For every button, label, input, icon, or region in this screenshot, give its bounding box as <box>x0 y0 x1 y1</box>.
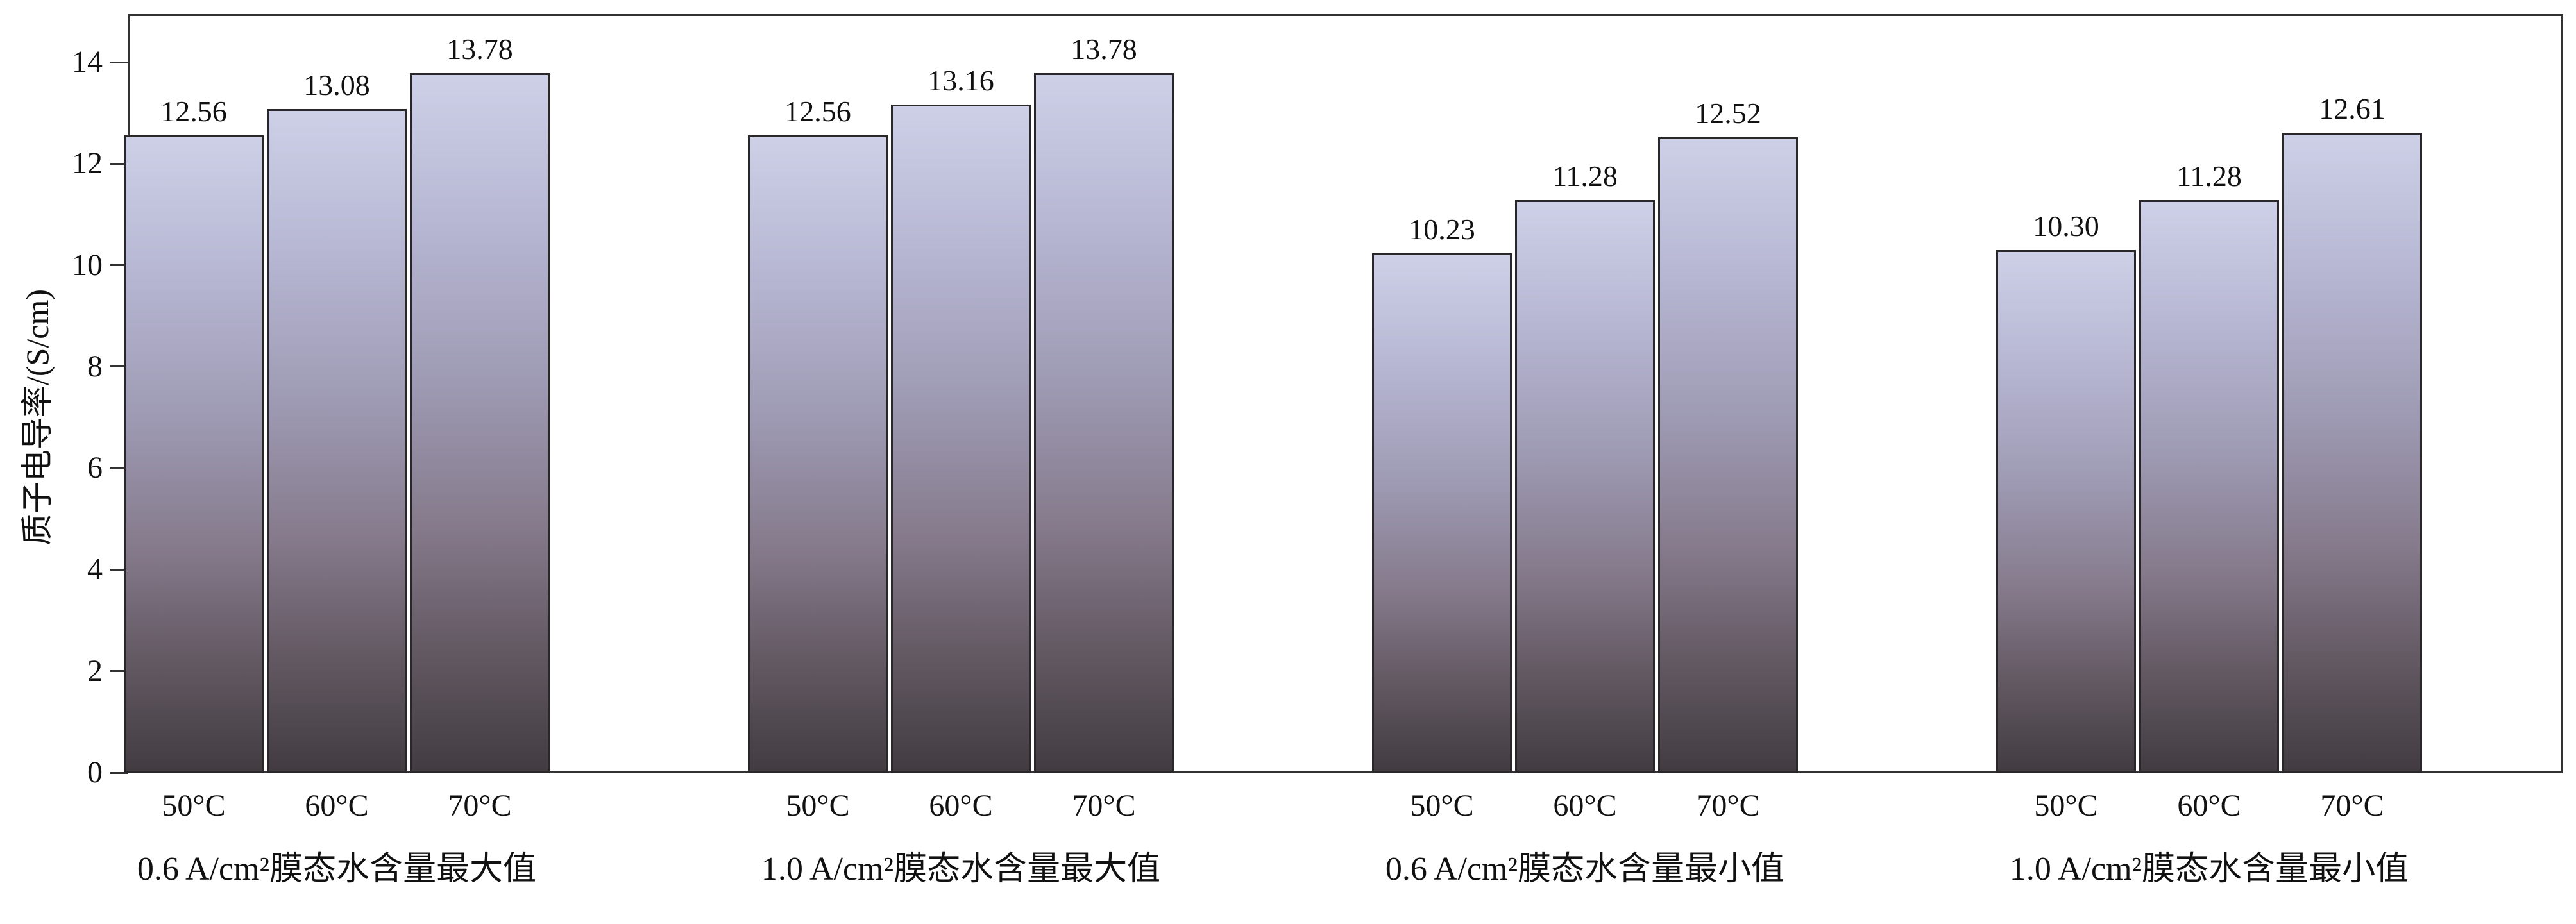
category-label: 70°C <box>2320 789 2384 823</box>
bar <box>124 135 264 773</box>
bar-value-label: 12.56 <box>160 94 227 128</box>
y-tick-label: 10 <box>72 248 103 282</box>
bar-value-label: 12.61 <box>2319 92 2385 125</box>
y-tick-label: 6 <box>87 451 103 485</box>
y-tick-label: 4 <box>87 552 103 587</box>
bar-value-label: 12.56 <box>784 94 851 128</box>
bar-value-label: 12.52 <box>1695 97 1761 130</box>
bar <box>748 135 888 773</box>
bar <box>1996 249 2136 773</box>
category-label: 60°C <box>305 789 369 823</box>
y-tick-label: 14 <box>72 45 103 79</box>
bar <box>267 108 407 773</box>
y-tick-label: 12 <box>72 146 103 181</box>
category-label: 60°C <box>929 789 993 823</box>
category-label: 60°C <box>2177 789 2241 823</box>
bar-value-label: 13.78 <box>1071 33 1137 66</box>
category-label: 50°C <box>1410 789 1474 823</box>
bar-value-label: 10.23 <box>1409 213 1475 246</box>
y-tick-label: 0 <box>87 755 103 789</box>
bar <box>1034 73 1174 773</box>
bar <box>1658 137 1798 773</box>
bar <box>1372 253 1512 773</box>
category-label: 50°C <box>162 789 226 823</box>
bar-value-label: 10.30 <box>2033 209 2099 242</box>
bar <box>410 73 550 773</box>
bar <box>891 105 1031 773</box>
y-tick-label: 8 <box>87 349 103 383</box>
category-label: 70°C <box>448 789 512 823</box>
y-tick-mark <box>110 771 128 774</box>
group-label: 0.6 A/cm²膜态水含量最小值 <box>1385 851 1785 887</box>
bar-value-label: 13.08 <box>303 68 370 101</box>
category-label: 70°C <box>1696 789 1760 823</box>
bar <box>2282 133 2422 773</box>
y-tick-mark <box>110 670 128 673</box>
bar <box>2139 200 2279 773</box>
category-label: 50°C <box>786 789 850 823</box>
y-tick-label: 2 <box>87 653 103 688</box>
y-tick-mark <box>110 61 128 63</box>
bar-value-label: 13.16 <box>928 64 994 97</box>
group-label: 0.6 A/cm²膜态水含量最大值 <box>137 851 537 887</box>
bar-value-label: 11.28 <box>1552 160 1618 193</box>
y-tick-mark <box>110 162 128 165</box>
y-tick-mark <box>110 568 128 571</box>
category-label: 70°C <box>1072 789 1136 823</box>
y-tick-mark <box>110 365 128 368</box>
category-label: 50°C <box>2034 789 2098 823</box>
bar-value-label: 13.78 <box>446 33 513 66</box>
y-tick-mark <box>110 264 128 267</box>
bar-value-label: 11.28 <box>2176 160 2242 193</box>
y-axis-title: 质子电导率/(S/cm) <box>19 289 55 546</box>
y-tick-mark <box>110 467 128 469</box>
group-label: 1.0 A/cm²膜态水含量最大值 <box>761 851 1161 887</box>
category-label: 60°C <box>1553 789 1617 823</box>
bar <box>1515 200 1655 773</box>
group-label: 1.0 A/cm²膜态水含量最小值 <box>2009 851 2409 887</box>
